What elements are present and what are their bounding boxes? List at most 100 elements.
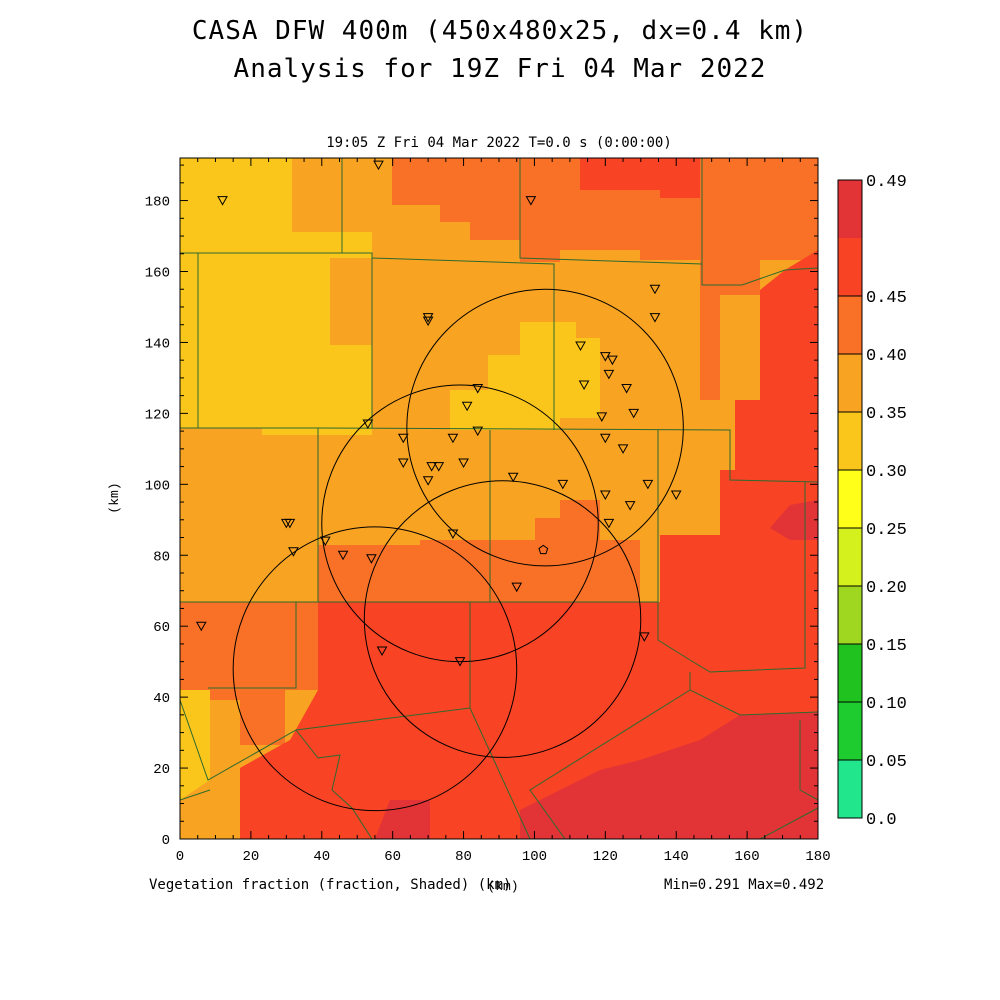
station-marker bbox=[624, 501, 636, 511]
y-tick-label: 20 bbox=[153, 762, 170, 778]
station-marker bbox=[433, 462, 445, 472]
station-marker bbox=[670, 490, 682, 500]
range-ring-1 bbox=[406, 288, 684, 567]
radar-range-rings bbox=[232, 288, 684, 812]
station-marker bbox=[458, 458, 469, 469]
station-marker bbox=[649, 313, 661, 323]
colorbar-swatch bbox=[838, 354, 862, 412]
x-tick-label: 180 bbox=[805, 849, 830, 865]
station-marker bbox=[599, 352, 611, 362]
colorbar-label: 0.10 bbox=[866, 695, 907, 714]
colorbar-swatch bbox=[838, 586, 862, 644]
station-marker bbox=[603, 518, 615, 529]
chart-title: CASA DFW 400m (450x480x25, dx=0.4 km) bbox=[191, 16, 809, 46]
colorbar-swatch bbox=[838, 238, 862, 296]
y-axis-label: (km) bbox=[107, 482, 122, 513]
colorbar-label: 0.45 bbox=[866, 289, 907, 308]
colorbar-label: 0.35 bbox=[866, 405, 907, 424]
station-marker bbox=[397, 433, 409, 444]
county-boundaries bbox=[180, 158, 818, 839]
colorbar-legend: 0.0 0.05 0.10 0.15 0.20 0.25 0.30 0.35 0.40 0.45 0… bbox=[837, 173, 907, 830]
shade-region-light-southwest bbox=[180, 690, 210, 800]
y-tick-label: 160 bbox=[145, 266, 170, 282]
colorbar-swatch bbox=[838, 296, 862, 354]
station-marker bbox=[607, 355, 618, 366]
y-tick-label: 80 bbox=[153, 549, 170, 565]
station-marker bbox=[426, 462, 438, 472]
range-ring-3 bbox=[363, 480, 642, 758]
y-tick-label: 0 bbox=[162, 833, 170, 849]
station-marker bbox=[599, 433, 611, 444]
range-ring-4 bbox=[232, 526, 518, 812]
y-axis: 0 20 40 60 80 100 120 140 160 180 bbox=[145, 164, 818, 849]
colorbar-swatch bbox=[838, 470, 862, 528]
range-ring-2 bbox=[321, 384, 599, 663]
station-marker bbox=[557, 479, 569, 490]
station-marker bbox=[642, 479, 654, 490]
station-marker bbox=[461, 401, 473, 412]
station-marker bbox=[638, 632, 650, 642]
station-marker bbox=[217, 196, 228, 206]
shade-region-light-northwest bbox=[180, 158, 372, 435]
min-max-label: Min=0.291 Max=0.492 bbox=[664, 877, 825, 893]
y-tick-label: 140 bbox=[145, 336, 170, 352]
valid-time-label: 19:05 Z Fri 04 Mar 2022 T=0.0 s (0:00:00… bbox=[326, 135, 672, 151]
x-axis: 0 20 40 60 80 100 120 140 160 180 (km) bbox=[176, 158, 831, 894]
y-tick-label: 100 bbox=[145, 478, 170, 494]
radar-site-icon bbox=[538, 544, 549, 555]
station-marker bbox=[621, 384, 632, 394]
station-marker bbox=[447, 433, 459, 444]
x-tick-label: 20 bbox=[242, 849, 259, 865]
plot-area bbox=[180, 158, 818, 839]
colorbar-label: 0.40 bbox=[866, 347, 907, 366]
x-tick-label: 140 bbox=[664, 849, 689, 865]
station-marker bbox=[362, 419, 374, 430]
colorbar-label: 0.20 bbox=[866, 579, 907, 598]
chart-subtitle: Analysis for 19Z Fri 04 Mar 2022 bbox=[233, 54, 767, 84]
colorbar-label: 0.05 bbox=[866, 753, 907, 772]
station-marker bbox=[472, 384, 484, 394]
station-marker bbox=[195, 621, 207, 632]
station-marker bbox=[454, 657, 466, 667]
x-tick-label: 120 bbox=[593, 849, 618, 865]
colorbar-label: 0.15 bbox=[866, 637, 907, 656]
station-marker bbox=[603, 369, 615, 380]
station-marker bbox=[284, 518, 296, 529]
x-axis-label: (km) bbox=[487, 879, 518, 894]
shade-region-orange-south bbox=[318, 500, 640, 602]
station-marker bbox=[511, 582, 523, 593]
station-marker bbox=[575, 341, 586, 352]
shade-region-orange-southwest bbox=[180, 602, 318, 745]
station-marker bbox=[628, 408, 640, 419]
shade-region-dark-southeast bbox=[520, 712, 818, 839]
colorbar-swatch bbox=[838, 760, 862, 818]
colorbar-swatch bbox=[838, 528, 862, 586]
colorbar-swatch bbox=[838, 644, 862, 702]
colorbar-label: 0.49 bbox=[866, 173, 907, 192]
station-markers bbox=[195, 160, 682, 667]
station-marker bbox=[422, 316, 434, 327]
x-tick-label: 0 bbox=[176, 849, 184, 865]
station-marker bbox=[617, 444, 629, 454]
station-marker bbox=[422, 476, 434, 486]
station-marker bbox=[596, 412, 608, 422]
station-marker bbox=[373, 160, 384, 171]
radar-site-marker bbox=[538, 544, 549, 555]
colorbar-swatch bbox=[838, 702, 862, 760]
station-marker bbox=[447, 529, 459, 539]
station-marker bbox=[376, 646, 388, 657]
station-marker bbox=[472, 426, 484, 437]
station-marker bbox=[599, 490, 611, 500]
x-tick-label: 40 bbox=[313, 849, 330, 865]
y-tick-label: 120 bbox=[145, 407, 170, 423]
colorbar-swatch bbox=[838, 180, 862, 238]
x-tick-label: 80 bbox=[455, 849, 472, 865]
x-tick-label: 60 bbox=[384, 849, 401, 865]
y-tick-label: 40 bbox=[153, 691, 170, 707]
shade-region-light-central bbox=[450, 322, 600, 430]
station-marker bbox=[649, 284, 661, 295]
station-marker bbox=[525, 196, 537, 206]
colorbar-swatch bbox=[838, 412, 862, 470]
field-description: Vegetation fraction (fraction, Shaded) (… bbox=[149, 877, 512, 893]
station-marker bbox=[288, 547, 299, 557]
